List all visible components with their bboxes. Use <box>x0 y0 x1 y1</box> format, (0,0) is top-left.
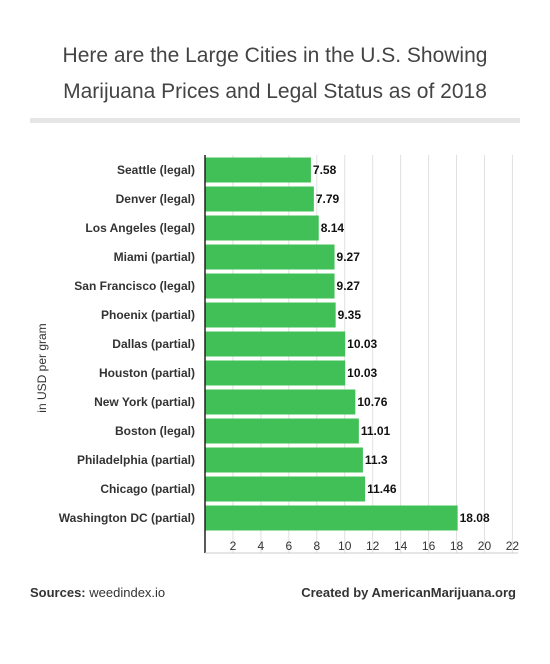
sources-credit: Sources: weedindex.io <box>30 585 165 600</box>
category-label: Boston (legal) <box>115 424 195 438</box>
data-label: 9.35 <box>338 308 362 322</box>
bar <box>205 360 346 386</box>
x-tick-label: 22 <box>506 539 520 553</box>
bar <box>205 389 356 415</box>
x-tick-label: 18 <box>450 539 464 553</box>
x-tick-label: 14 <box>394 539 408 553</box>
bar <box>205 418 359 444</box>
bar <box>205 476 366 502</box>
data-label: 7.58 <box>313 163 337 177</box>
category-label: Dallas (partial) <box>112 337 195 351</box>
data-label: 11.01 <box>361 424 391 438</box>
bar <box>205 244 335 270</box>
bar <box>205 505 458 531</box>
x-tick-label: 16 <box>422 539 436 553</box>
chart-title: Here are the Large Cities in the U.S. Sh… <box>20 38 530 110</box>
category-label: San Francisco (legal) <box>74 279 195 293</box>
x-tick-label: 20 <box>478 539 492 553</box>
x-tick-label: 12 <box>366 539 380 553</box>
data-label: 11.46 <box>367 482 397 496</box>
x-tick-label: 6 <box>285 539 292 553</box>
sources-label: Sources: <box>30 585 86 600</box>
category-label: Washington DC (partial) <box>59 511 195 525</box>
category-label: Phoenix (partial) <box>101 308 195 322</box>
data-label: 10.03 <box>347 366 377 380</box>
bar <box>205 447 363 473</box>
category-label: Philadelphia (partial) <box>77 453 195 467</box>
x-tick-label: 10 <box>338 539 352 553</box>
x-tick-label: 8 <box>313 539 320 553</box>
bar <box>205 157 311 183</box>
chart-title-line-2: Marijuana Prices and Legal Status as of … <box>63 80 487 103</box>
category-label: Denver (legal) <box>116 192 195 206</box>
data-label: 18.08 <box>460 511 490 525</box>
category-label: Chicago (partial) <box>100 482 195 496</box>
category-label: New York (partial) <box>94 395 195 409</box>
y-axis-label: in USD per gram <box>35 323 49 412</box>
sources-value: weedindex.io <box>89 585 166 600</box>
data-label: 11.3 <box>365 453 388 467</box>
bar <box>205 273 335 299</box>
x-tick-label: 4 <box>258 539 265 553</box>
data-label: 10.76 <box>357 395 387 409</box>
data-label: 8.14 <box>321 221 345 235</box>
created-by-credit: Created by AmericanMarijuana.org <box>301 585 516 600</box>
chart-title-line-1: Here are the Large Cities in the U.S. Sh… <box>62 44 488 67</box>
bar <box>205 215 319 241</box>
category-label: Houston (partial) <box>99 366 195 380</box>
bar <box>205 302 336 328</box>
category-label: Seattle (legal) <box>117 163 195 177</box>
x-tick-label: 2 <box>230 539 237 553</box>
data-label: 7.79 <box>316 192 340 206</box>
category-label: Los Angeles (legal) <box>85 221 195 235</box>
title-divider <box>30 118 520 123</box>
bar <box>205 186 314 212</box>
category-label: Miami (partial) <box>114 250 195 264</box>
bar <box>205 331 346 357</box>
data-label: 9.27 <box>337 279 361 293</box>
data-label: 9.27 <box>337 250 361 264</box>
data-label: 10.03 <box>347 337 377 351</box>
